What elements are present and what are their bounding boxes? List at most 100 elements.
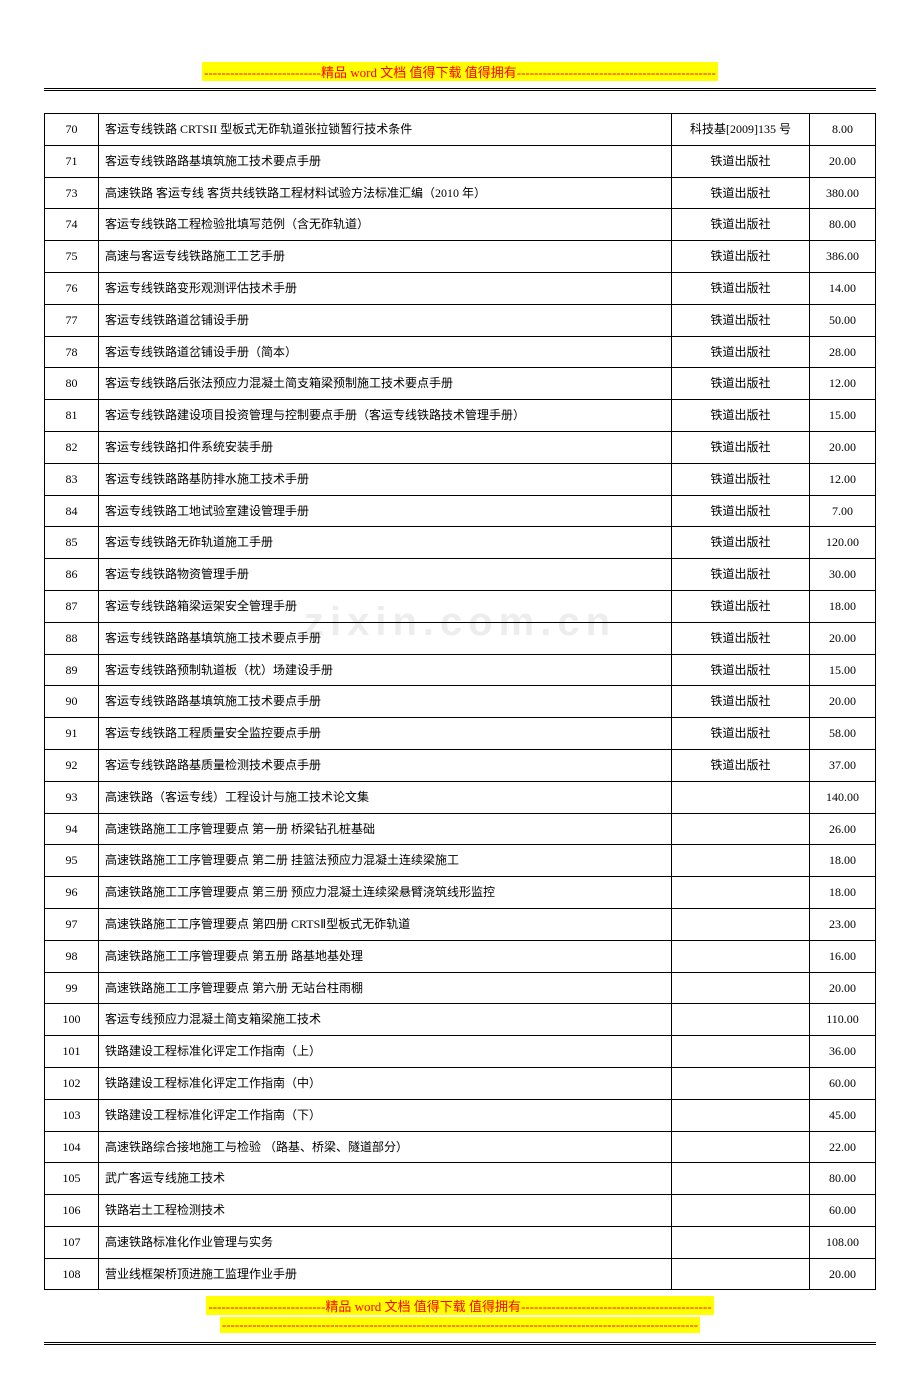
cell-title: 高速铁路标准化作业管理与实务 <box>99 1226 672 1258</box>
cell-title: 客运专线铁路路基防排水施工技术手册 <box>99 463 672 495</box>
cell-price: 80.00 <box>810 209 876 241</box>
cell-price: 26.00 <box>810 813 876 845</box>
footer-banners: ---------------------------精品 word 文档 值得… <box>44 1296 876 1334</box>
cell-price: 12.00 <box>810 368 876 400</box>
table-row: 88客运专线铁路路基填筑施工技术要点手册铁道出版社20.00 <box>45 622 876 654</box>
table-row: 97高速铁路施工工序管理要点 第四册 CRTSⅡ型板式无砟轨道23.00 <box>45 908 876 940</box>
book-list-table: 70客运专线铁路 CRTSII 型板式无砟轨道张拉锁暂行技术条件科技基[2009… <box>44 113 876 1290</box>
cell-title: 高速与客运专线铁路施工工艺手册 <box>99 241 672 273</box>
cell-publisher: 铁道出版社 <box>672 686 810 718</box>
cell-idx: 97 <box>45 908 99 940</box>
cell-title: 客运专线铁路预制轨道板（枕）场建设手册 <box>99 654 672 686</box>
table-row: 87客运专线铁路箱梁运架安全管理手册铁道出版社18.00 <box>45 590 876 622</box>
cell-publisher: 铁道出版社 <box>672 336 810 368</box>
cell-publisher <box>672 845 810 877</box>
footer-double-rule <box>44 1342 876 1345</box>
table-row: 108营业线框架桥顶进施工监理作业手册20.00 <box>45 1258 876 1290</box>
cell-price: 15.00 <box>810 654 876 686</box>
cell-publisher: 铁道出版社 <box>672 431 810 463</box>
cell-title: 客运专线铁路工程检验批填写范例（含无砟轨道） <box>99 209 672 241</box>
cell-publisher: 铁道出版社 <box>672 749 810 781</box>
cell-title: 客运专线铁路扣件系统安装手册 <box>99 431 672 463</box>
cell-publisher: 铁道出版社 <box>672 177 810 209</box>
cell-idx: 78 <box>45 336 99 368</box>
cell-idx: 71 <box>45 145 99 177</box>
cell-price: 18.00 <box>810 590 876 622</box>
cell-title: 高速铁路施工工序管理要点 第五册 路基地基处理 <box>99 940 672 972</box>
cell-title: 武广客运专线施工技术 <box>99 1163 672 1195</box>
table-row: 84客运专线铁路工地试验室建设管理手册铁道出版社7.00 <box>45 495 876 527</box>
cell-title: 客运专线铁路道岔铺设手册 <box>99 304 672 336</box>
cell-price: 20.00 <box>810 972 876 1004</box>
banner-dashes-left: --------------------------- <box>222 1317 339 1332</box>
cell-title: 客运专线铁路路基填筑施工技术要点手册 <box>99 145 672 177</box>
cell-publisher: 铁道出版社 <box>672 304 810 336</box>
table-row: 78客运专线铁路道岔铺设手册（简本）铁道出版社28.00 <box>45 336 876 368</box>
table-row: 77客运专线铁路道岔铺设手册铁道出版社50.00 <box>45 304 876 336</box>
cell-price: 60.00 <box>810 1067 876 1099</box>
cell-idx: 92 <box>45 749 99 781</box>
cell-price: 36.00 <box>810 1036 876 1068</box>
cell-title: 高速铁路施工工序管理要点 第二册 挂篮法预应力混凝土连续梁施工 <box>99 845 672 877</box>
table-row: 73高速铁路 客运专线 客货共线铁路工程材料试验方法标准汇编（2010 年）铁道… <box>45 177 876 209</box>
cell-publisher: 铁道出版社 <box>672 209 810 241</box>
table-row: 107高速铁路标准化作业管理与实务108.00 <box>45 1226 876 1258</box>
cell-publisher: 铁道出版社 <box>672 559 810 591</box>
cell-title: 客运专线铁路后张法预应力混凝土简支箱梁预制施工技术要点手册 <box>99 368 672 400</box>
cell-idx: 98 <box>45 940 99 972</box>
cell-price: 20.00 <box>810 431 876 463</box>
cell-publisher <box>672 813 810 845</box>
cell-price: 12.00 <box>810 463 876 495</box>
cell-title: 客运专线预应力混凝土简支箱梁施工技术 <box>99 1004 672 1036</box>
cell-title: 高速铁路（客运专线）工程设计与施工技术论文集 <box>99 781 672 813</box>
cell-title: 客运专线铁路无砟轨道施工手册 <box>99 527 672 559</box>
cell-publisher <box>672 940 810 972</box>
table-row: 106铁路岩土工程检测技术60.00 <box>45 1195 876 1227</box>
cell-price: 108.00 <box>810 1226 876 1258</box>
cell-price: 386.00 <box>810 241 876 273</box>
cell-price: 15.00 <box>810 400 876 432</box>
cell-price: 30.00 <box>810 559 876 591</box>
table-row: 91客运专线铁路工程质量安全监控要点手册铁道出版社58.00 <box>45 718 876 750</box>
cell-idx: 85 <box>45 527 99 559</box>
table-row: 99高速铁路施工工序管理要点 第六册 无站台柱雨棚20.00 <box>45 972 876 1004</box>
table-body: 70客运专线铁路 CRTSII 型板式无砟轨道张拉锁暂行技术条件科技基[2009… <box>45 114 876 1290</box>
document-page: zixin.com.cn ---------------------------… <box>0 0 920 1385</box>
cell-title: 客运专线铁路变形观测评估技术手册 <box>99 272 672 304</box>
cell-publisher: 铁道出版社 <box>672 654 810 686</box>
table-row: 92客运专线铁路路基质量检测技术要点手册铁道出版社37.00 <box>45 749 876 781</box>
cell-price: 58.00 <box>810 718 876 750</box>
cell-price: 28.00 <box>810 336 876 368</box>
cell-price: 18.00 <box>810 877 876 909</box>
cell-title: 客运专线铁路路基填筑施工技术要点手册 <box>99 622 672 654</box>
table-row: 93高速铁路（客运专线）工程设计与施工技术论文集140.00 <box>45 781 876 813</box>
table-row: 82客运专线铁路扣件系统安装手册铁道出版社20.00 <box>45 431 876 463</box>
table-row: 76客运专线铁路变形观测评估技术手册铁道出版社14.00 <box>45 272 876 304</box>
table-row: 70客运专线铁路 CRTSII 型板式无砟轨道张拉锁暂行技术条件科技基[2009… <box>45 114 876 146</box>
cell-title: 客运专线铁路工地试验室建设管理手册 <box>99 495 672 527</box>
cell-idx: 70 <box>45 114 99 146</box>
cell-publisher: 铁道出版社 <box>672 145 810 177</box>
cell-title: 客运专线铁路 CRTSII 型板式无砟轨道张拉锁暂行技术条件 <box>99 114 672 146</box>
cell-publisher: 铁道出版社 <box>672 718 810 750</box>
cell-price: 60.00 <box>810 1195 876 1227</box>
table-row: 86客运专线铁路物资管理手册铁道出版社30.00 <box>45 559 876 591</box>
footer-banner-1: ---------------------------精品 word 文档 值得… <box>206 1296 713 1315</box>
cell-title: 高速铁路综合接地施工与检验 （路基、桥梁、隧道部分） <box>99 1131 672 1163</box>
table-row: 94高速铁路施工工序管理要点 第一册 桥梁钻孔桩基础26.00 <box>45 813 876 845</box>
table-row: 89客运专线铁路预制轨道板（枕）场建设手册铁道出版社15.00 <box>45 654 876 686</box>
cell-title: 铁路建设工程标准化评定工作指南（中） <box>99 1067 672 1099</box>
cell-price: 20.00 <box>810 622 876 654</box>
table-row: 71客运专线铁路路基填筑施工技术要点手册铁道出版社20.00 <box>45 145 876 177</box>
table-row: 105武广客运专线施工技术80.00 <box>45 1163 876 1195</box>
cell-publisher <box>672 908 810 940</box>
cell-title: 高速铁路施工工序管理要点 第四册 CRTSⅡ型板式无砟轨道 <box>99 908 672 940</box>
cell-idx: 80 <box>45 368 99 400</box>
cell-publisher <box>672 1258 810 1290</box>
cell-price: 110.00 <box>810 1004 876 1036</box>
cell-idx: 88 <box>45 622 99 654</box>
cell-title: 客运专线铁路箱梁运架安全管理手册 <box>99 590 672 622</box>
cell-price: 380.00 <box>810 177 876 209</box>
cell-idx: 84 <box>45 495 99 527</box>
cell-price: 22.00 <box>810 1131 876 1163</box>
